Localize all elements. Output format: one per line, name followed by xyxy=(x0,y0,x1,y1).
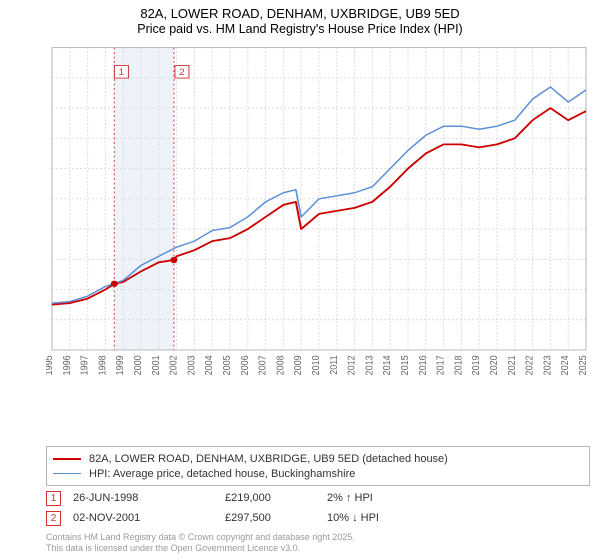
price-chart: £0£100K£200K£300K£400K£500K£600K£700K£80… xyxy=(46,44,590,404)
svg-text:2021: 2021 xyxy=(506,355,518,375)
svg-text:2022: 2022 xyxy=(524,355,536,375)
svg-text:2013: 2013 xyxy=(364,355,376,375)
legend-label: 82A, LOWER ROAD, DENHAM, UXBRIDGE, UB9 5… xyxy=(89,453,448,465)
footer-line2: This data is licensed under the Open Gov… xyxy=(46,543,590,554)
svg-text:2007: 2007 xyxy=(257,355,269,375)
svg-text:£900K: £900K xyxy=(46,73,47,83)
svg-text:2016: 2016 xyxy=(417,355,429,375)
svg-text:1: 1 xyxy=(119,67,125,77)
svg-text:2002: 2002 xyxy=(168,355,180,375)
svg-text:2025: 2025 xyxy=(578,355,590,375)
svg-text:2010: 2010 xyxy=(311,355,323,375)
sales-table: 1 26-JUN-1998 £219,000 2% ↑ HPI 2 02-NOV-2001… xyxy=(46,488,590,528)
svg-text:2000: 2000 xyxy=(133,355,145,375)
sale-delta: 10% ↓ HPI xyxy=(327,512,437,524)
legend-row: HPI: Average price, detached house, Buck… xyxy=(53,466,583,481)
svg-text:£500K: £500K xyxy=(46,194,47,204)
sale-row: 2 02-NOV-2001 £297,500 10% ↓ HPI xyxy=(46,508,590,528)
svg-text:£300K: £300K xyxy=(46,254,47,264)
svg-text:2003: 2003 xyxy=(186,355,198,375)
title-block: 82A, LOWER ROAD, DENHAM, UXBRIDGE, UB9 5… xyxy=(0,0,600,38)
sale-row: 1 26-JUN-1998 £219,000 2% ↑ HPI xyxy=(46,488,590,508)
legend-row: 82A, LOWER ROAD, DENHAM, UXBRIDGE, UB9 5… xyxy=(53,451,583,466)
svg-text:1999: 1999 xyxy=(115,355,127,375)
legend-label: HPI: Average price, detached house, Buck… xyxy=(89,468,355,480)
svg-text:2017: 2017 xyxy=(435,355,447,375)
svg-text:2: 2 xyxy=(179,67,185,77)
legend: 82A, LOWER ROAD, DENHAM, UXBRIDGE, UB9 5… xyxy=(46,446,590,486)
sale-delta: 2% ↑ HPI xyxy=(327,492,437,504)
sale-marker: 2 xyxy=(46,511,61,526)
sale-marker: 1 xyxy=(46,491,61,506)
footer-line1: Contains HM Land Registry data © Crown c… xyxy=(46,532,590,543)
svg-text:£100K: £100K xyxy=(46,315,47,325)
chart-container: 82A, LOWER ROAD, DENHAM, UXBRIDGE, UB9 5… xyxy=(0,0,600,560)
sale-date: 02-NOV-2001 xyxy=(73,512,213,524)
svg-text:1996: 1996 xyxy=(61,355,73,375)
sale-price: £297,500 xyxy=(225,512,315,524)
svg-text:2014: 2014 xyxy=(382,355,394,375)
svg-text:2005: 2005 xyxy=(222,355,234,375)
svg-text:2009: 2009 xyxy=(293,355,305,375)
footer-attribution: Contains HM Land Registry data © Crown c… xyxy=(46,532,590,554)
legend-swatch xyxy=(53,473,81,474)
svg-text:1995: 1995 xyxy=(46,355,55,375)
svg-text:1998: 1998 xyxy=(97,355,109,375)
svg-text:2004: 2004 xyxy=(204,355,216,375)
svg-text:2023: 2023 xyxy=(542,355,554,375)
title-main: 82A, LOWER ROAD, DENHAM, UXBRIDGE, UB9 5… xyxy=(0,6,600,22)
svg-text:2019: 2019 xyxy=(471,355,483,375)
svg-text:2018: 2018 xyxy=(453,355,465,375)
svg-text:2020: 2020 xyxy=(489,355,501,375)
title-sub: Price paid vs. HM Land Registry's House … xyxy=(0,22,600,38)
svg-text:£600K: £600K xyxy=(46,164,47,174)
sale-date: 26-JUN-1998 xyxy=(73,492,213,504)
svg-text:2015: 2015 xyxy=(400,355,412,375)
svg-text:2006: 2006 xyxy=(239,355,251,375)
svg-text:£400K: £400K xyxy=(46,224,47,234)
svg-text:2012: 2012 xyxy=(346,355,358,375)
svg-text:2008: 2008 xyxy=(275,355,287,375)
svg-text:2011: 2011 xyxy=(328,355,340,374)
svg-text:1997: 1997 xyxy=(79,355,91,375)
legend-swatch xyxy=(53,458,81,460)
svg-text:£700K: £700K xyxy=(46,133,47,143)
sale-price: £219,000 xyxy=(225,492,315,504)
svg-text:£200K: £200K xyxy=(46,285,47,295)
svg-text:2024: 2024 xyxy=(560,355,572,375)
svg-text:£800K: £800K xyxy=(46,103,47,113)
svg-text:2001: 2001 xyxy=(150,355,162,375)
